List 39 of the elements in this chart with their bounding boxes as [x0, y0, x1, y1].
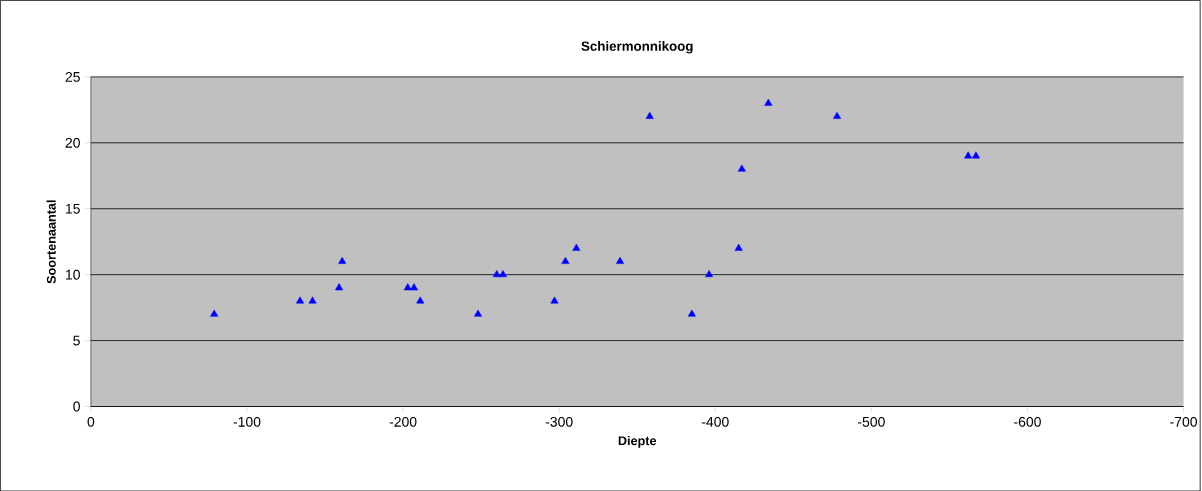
y-tick-label: 20: [65, 137, 80, 148]
y-tick-label: 25: [65, 71, 80, 82]
x-tick-label: -200: [389, 416, 417, 427]
point: [687, 309, 696, 317]
point: [737, 164, 746, 172]
y-tick-label: 5: [73, 335, 80, 346]
point: [416, 296, 425, 304]
x-axis-title: Diepte: [618, 435, 657, 448]
point: [561, 256, 570, 264]
x-tick-label: -700: [1170, 416, 1198, 427]
point: [338, 256, 347, 264]
x-tick-label: -600: [1014, 416, 1041, 427]
point: [296, 296, 305, 304]
point: [705, 269, 713, 277]
point: [833, 111, 841, 119]
point: [210, 309, 219, 317]
point: [499, 269, 507, 277]
point: [734, 243, 743, 251]
x-tick-label: -500: [858, 416, 885, 427]
point: [474, 309, 482, 317]
point: [972, 151, 980, 159]
y-axis-title: Soortenaantal: [46, 200, 56, 284]
y-tick-label: 0: [73, 401, 80, 412]
point: [572, 243, 581, 251]
y-tick-label: 15: [66, 203, 80, 214]
chart-title: Schiermonnikoog: [581, 40, 693, 54]
y-tick-label: 10: [66, 269, 80, 280]
x-tick-label: 0: [87, 416, 95, 427]
point: [964, 151, 973, 159]
point: [616, 256, 625, 264]
x-tick-label: -400: [701, 416, 729, 427]
x-tick-label: -300: [545, 416, 573, 427]
point: [335, 283, 344, 291]
x-tick-label: -100: [233, 416, 261, 427]
point: [645, 111, 654, 119]
point: [550, 296, 559, 304]
point: [308, 296, 317, 304]
point: [764, 98, 773, 106]
point: [410, 283, 418, 291]
